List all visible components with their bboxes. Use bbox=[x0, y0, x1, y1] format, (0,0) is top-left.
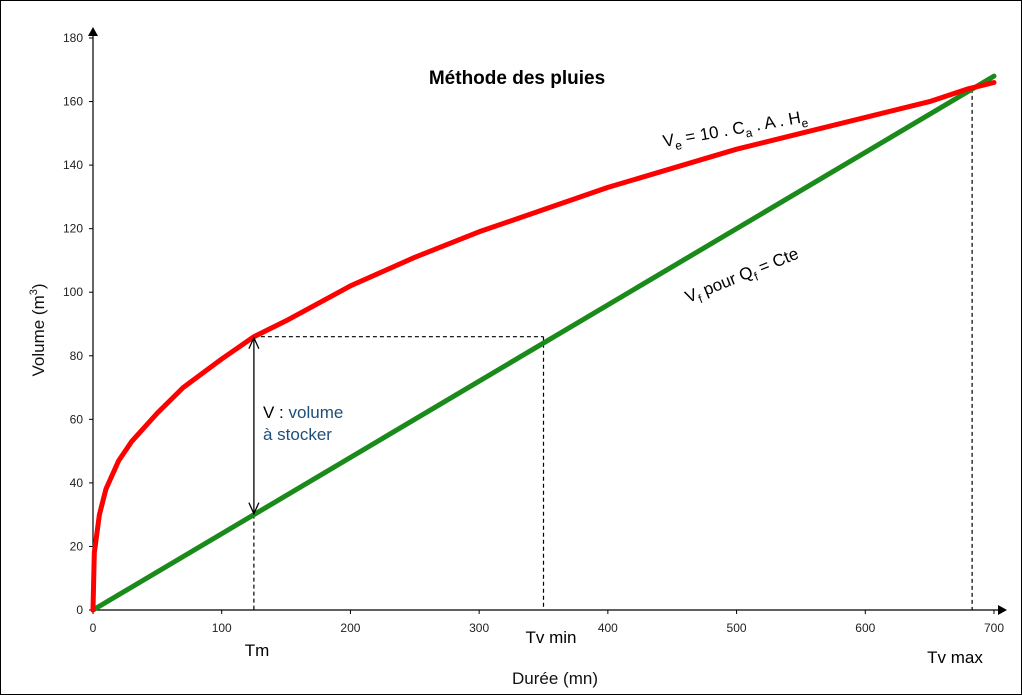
x-axis-title: Durée (mn) bbox=[512, 669, 598, 688]
y-tick-label: 140 bbox=[63, 158, 83, 172]
ve-rainfall-curve bbox=[90, 80, 997, 613]
y-tick-label: 160 bbox=[63, 95, 83, 109]
y-tick-label: 80 bbox=[70, 349, 84, 363]
volume-arrow bbox=[248, 336, 260, 516]
y-tick-label: 20 bbox=[70, 539, 84, 553]
y-tick-label: 0 bbox=[76, 603, 83, 617]
y-tick-label: 120 bbox=[63, 222, 83, 236]
vf-sub1: f bbox=[696, 292, 705, 306]
ve-mid2: . A . H bbox=[749, 108, 802, 135]
x-tick-label: 200 bbox=[340, 621, 360, 635]
volume-arrow-head-top bbox=[248, 336, 260, 349]
x-tick-label: 400 bbox=[598, 621, 618, 635]
y-tick-label: 60 bbox=[70, 412, 84, 426]
volume-label-prefix: V : bbox=[263, 403, 289, 422]
volume-arrow-head-bottom bbox=[248, 502, 260, 516]
x-tick-label: 300 bbox=[469, 621, 489, 635]
ve-sub3: e bbox=[800, 116, 809, 131]
x-axis-arrowhead bbox=[998, 605, 1007, 615]
y-tick-label: 180 bbox=[63, 31, 83, 45]
tm-label: Tm bbox=[245, 641, 270, 660]
tv-min-label: Tv min bbox=[526, 628, 577, 647]
volume-label-line2: à stocker bbox=[263, 425, 332, 444]
y-axis-title: Volume (m3) bbox=[28, 283, 48, 376]
y-axis-title-end: ) bbox=[29, 283, 48, 289]
ve-sub2: a bbox=[744, 126, 753, 141]
volume-label-word: volume bbox=[289, 403, 344, 422]
y-tick-label: 100 bbox=[63, 285, 83, 299]
y-tick-label: 40 bbox=[70, 476, 84, 490]
x-tick-label: 0 bbox=[90, 621, 97, 635]
x-tick-label: 600 bbox=[855, 621, 875, 635]
volume-label-line1: V : volume bbox=[263, 403, 343, 422]
tv-max-label: Tv max bbox=[927, 648, 983, 667]
vf-equation-label: Vf pour Qf = Cte bbox=[682, 244, 802, 310]
y-axis-arrowhead bbox=[88, 27, 98, 36]
ve-sub1: e bbox=[674, 138, 683, 153]
ve-mid1: = 10 . C bbox=[679, 118, 746, 148]
axes bbox=[88, 27, 1007, 615]
ticks: 0 100 200 300 400 500 600 700 0 20 40 60 80 100 120 140… bbox=[63, 31, 1004, 635]
x-tick-label: 500 bbox=[727, 621, 747, 635]
ve-base: V bbox=[661, 130, 676, 151]
x-tick-label: 100 bbox=[212, 621, 232, 635]
vf-outflow-line bbox=[90, 73, 997, 613]
vf-sub2: f bbox=[752, 269, 761, 283]
series bbox=[90, 73, 997, 613]
vf-mid2: = Cte bbox=[752, 244, 802, 279]
y-axis-title-main: Volume (m bbox=[29, 295, 48, 376]
y-axis-title-sup: 3 bbox=[28, 289, 40, 295]
guide-lines bbox=[253, 88, 973, 610]
x-tick-label: 700 bbox=[984, 621, 1004, 635]
chart-title: Méthode des pluies bbox=[429, 68, 605, 89]
vf-mid1: pour Q bbox=[696, 262, 756, 301]
